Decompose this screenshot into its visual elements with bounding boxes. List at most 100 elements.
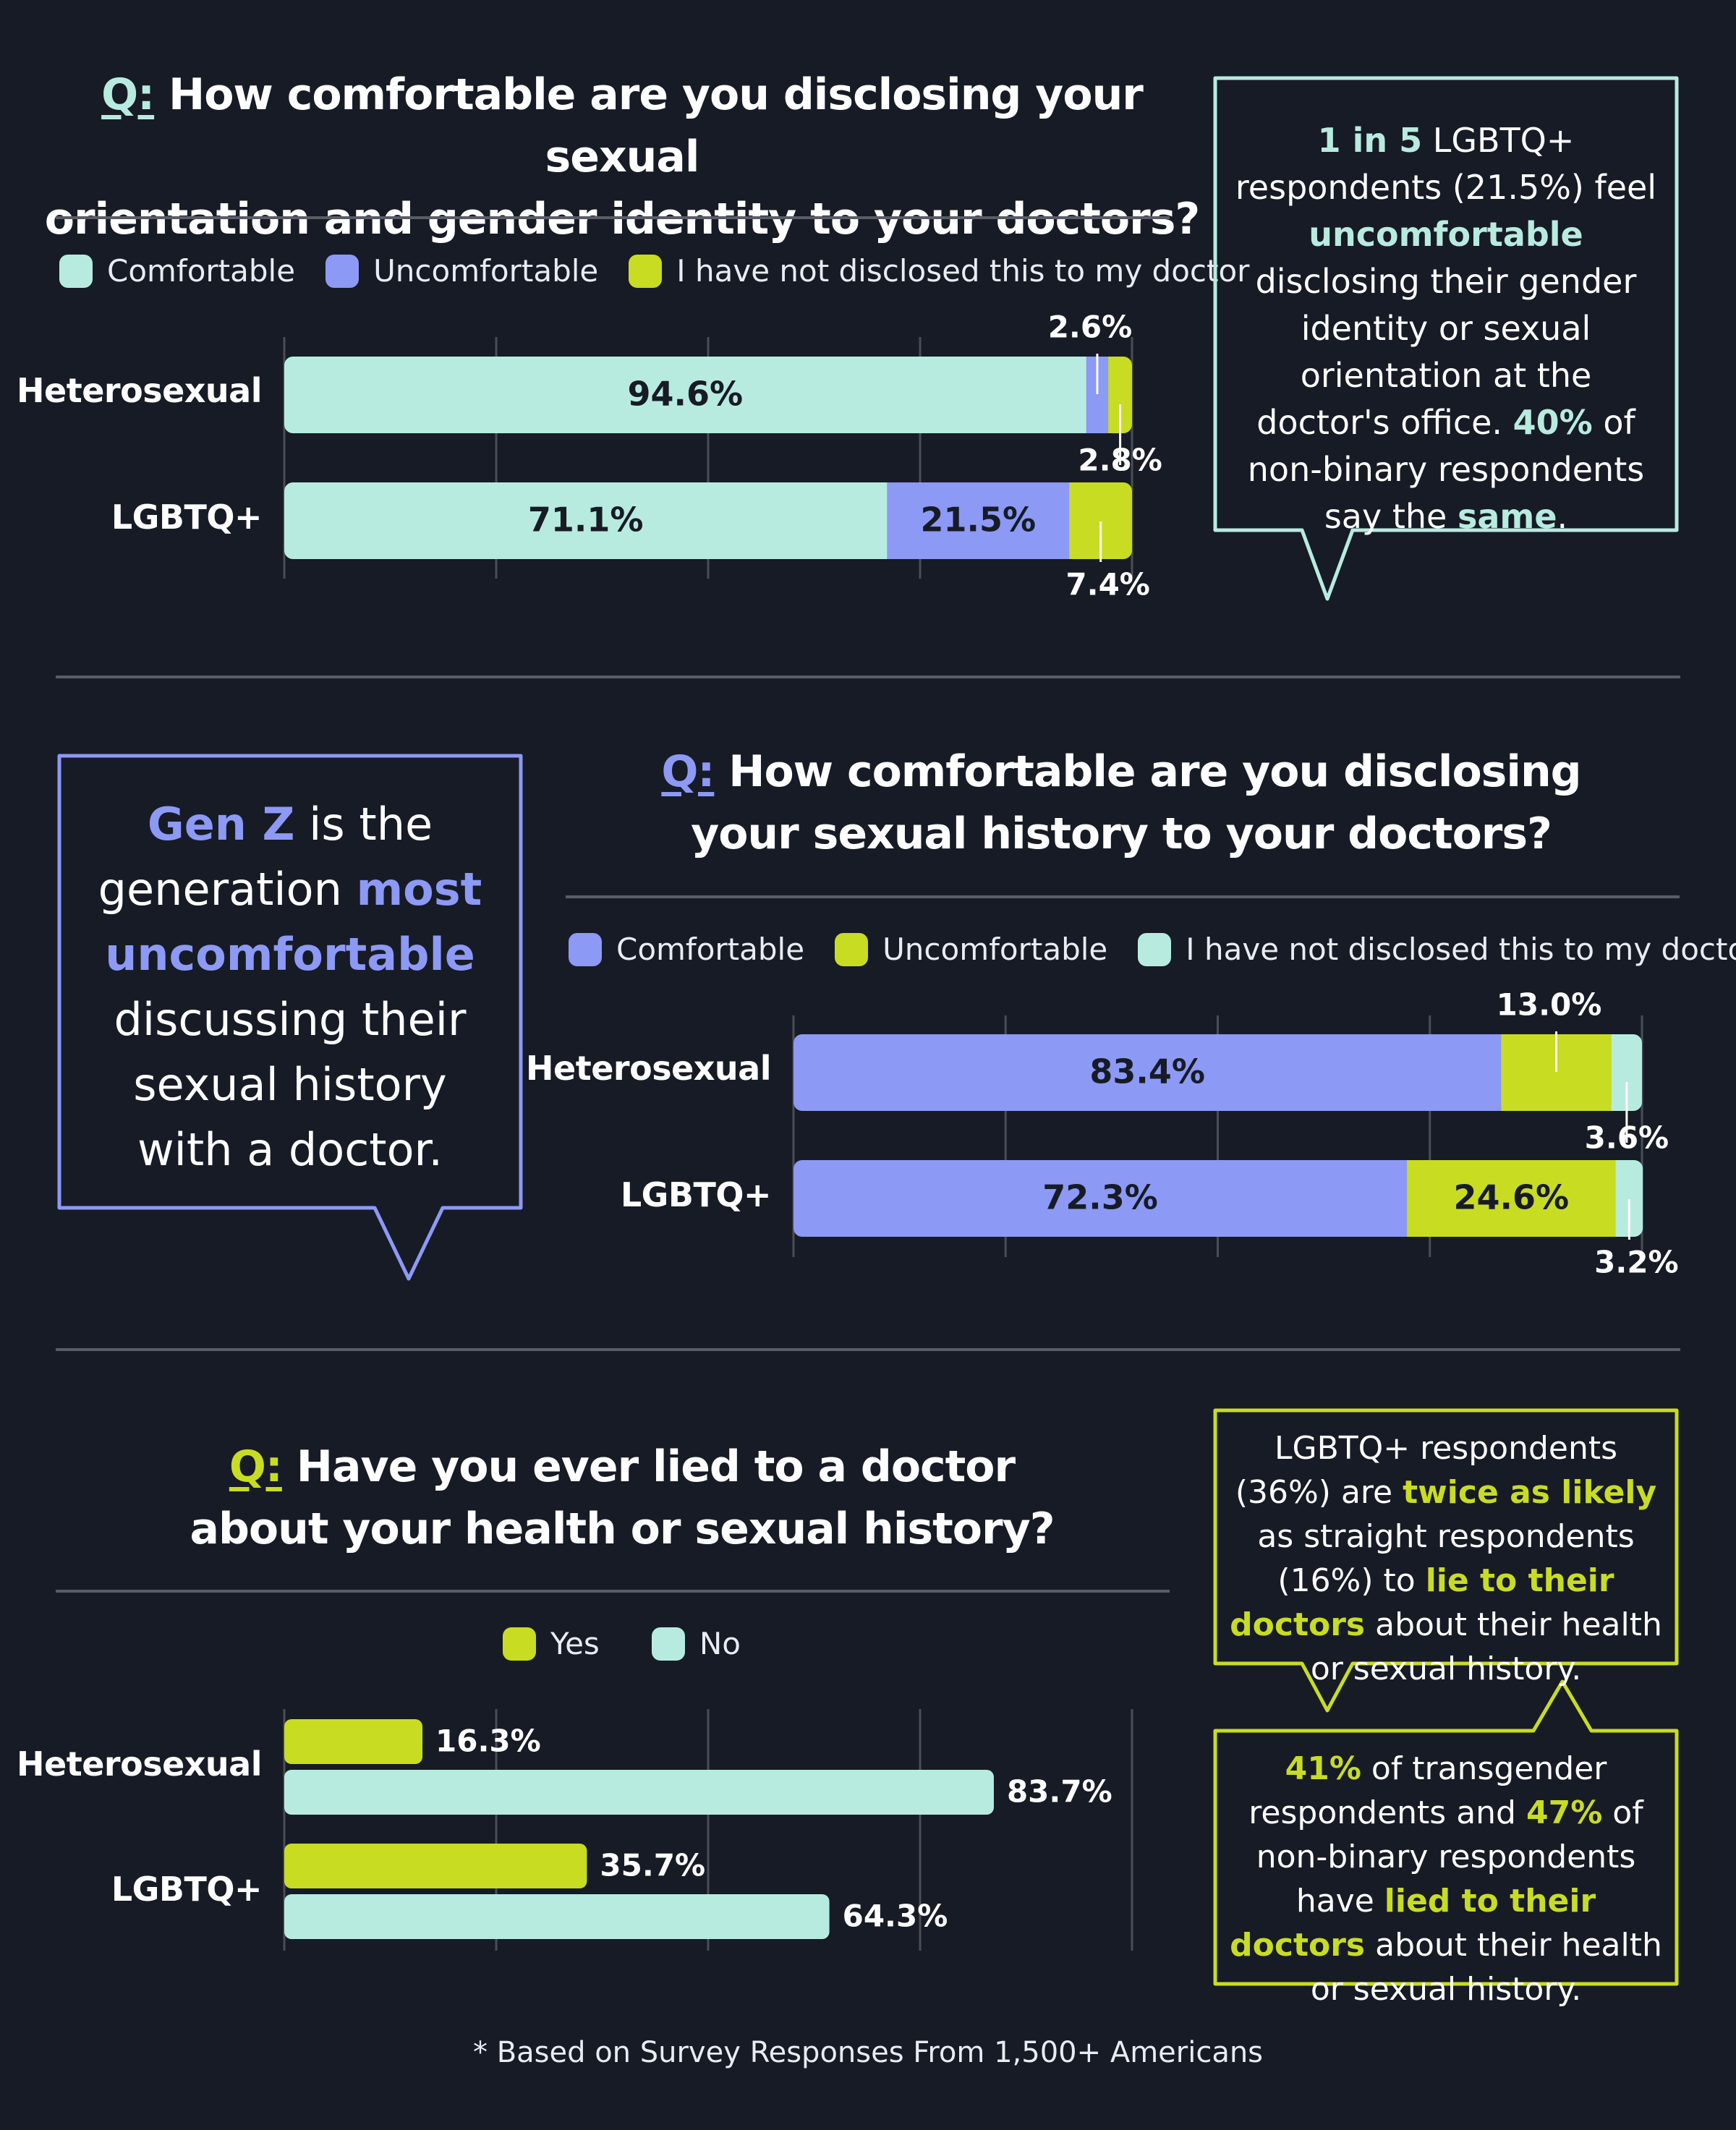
section-divider-1 bbox=[56, 676, 1680, 678]
callout1-highlight: same bbox=[1457, 497, 1557, 536]
legend-swatch bbox=[326, 254, 359, 288]
callout3-highlight: twice as likely bbox=[1403, 1474, 1657, 1511]
chart1-data-label: 7.4% bbox=[1065, 567, 1149, 602]
chart2-data-label: 83.4% bbox=[1089, 1052, 1205, 1091]
legend-swatch bbox=[503, 1627, 536, 1661]
callout2-highlight: most uncomfortable bbox=[105, 863, 482, 981]
section1-title-line2: orientation and gender identity to your … bbox=[44, 194, 1200, 244]
chart2-bar-segment bbox=[793, 1034, 1502, 1111]
legend-label: Comfortable bbox=[107, 253, 296, 289]
callout3-highlight: lied to their doctors bbox=[1230, 1883, 1596, 1964]
legend-label: I have not disclosed this to my doctor bbox=[676, 253, 1250, 289]
callout1-highlight: uncomfortable bbox=[1309, 215, 1583, 254]
chart1-bar-segment bbox=[284, 357, 1087, 433]
section2-title-line2: your sexual history to your doctors? bbox=[691, 809, 1552, 859]
chart3-data-label: 16.3% bbox=[435, 1724, 541, 1759]
callout1-text-part: LGBTQ+ respondents (21.5%) feel bbox=[1235, 121, 1657, 207]
chart2-data-label: 72.3% bbox=[1042, 1178, 1158, 1217]
legend-swatch bbox=[59, 254, 93, 288]
section2-q-mark: Q: bbox=[661, 746, 715, 797]
callout3-bottom-text: 41% of transgender respondents and 47% o… bbox=[1230, 1747, 1662, 2011]
chart2-data-label: 13.0% bbox=[1497, 987, 1602, 1023]
footnote: * Based on Survey Responses From 1,500+ … bbox=[472, 2036, 1264, 2069]
callout1-text-part: of non-binary respondents say the bbox=[1247, 403, 1645, 536]
chart2-row-1 bbox=[793, 1160, 1643, 1237]
legend-label: Uncomfortable bbox=[373, 253, 599, 289]
section3-title-line2: about your health or sexual history? bbox=[190, 1504, 1055, 1554]
callout3-highlight: 41% bbox=[1285, 1750, 1361, 1787]
callout2-highlight: Gen Z bbox=[147, 798, 295, 851]
legend-swatch bbox=[1138, 932, 1172, 966]
callout1-text-part: . bbox=[1557, 497, 1568, 536]
legend-swatch bbox=[835, 932, 869, 966]
legend-label: Yes bbox=[550, 1626, 600, 1661]
legend-swatch bbox=[569, 932, 602, 966]
chart3-data-label: 83.7% bbox=[1007, 1774, 1112, 1810]
callout3-text-part: about their health or sexual history. bbox=[1310, 1927, 1662, 2008]
section3-title: Q: Have you ever lied to a doctor about … bbox=[43, 1436, 1201, 1560]
chart1-bar-segment bbox=[887, 482, 1070, 559]
chart2-data-label: 24.6% bbox=[1454, 1178, 1570, 1217]
legend-label: Comfortable bbox=[616, 932, 805, 967]
chart3-data-label: 64.3% bbox=[843, 1899, 948, 1934]
section2-legend: Comfortable Uncomfortable I have not dis… bbox=[569, 932, 1736, 967]
section1-title: Q: How comfortable are you disclosing yo… bbox=[43, 64, 1201, 250]
legend-swatch bbox=[651, 1627, 685, 1661]
callout1-text-part: disclosing their gender identity or sexu… bbox=[1255, 262, 1637, 442]
legend-label: No bbox=[699, 1626, 741, 1661]
callout2-text-part: discussing their sexual history with a d… bbox=[114, 993, 467, 1176]
chart1-data-label: 71.1% bbox=[528, 500, 644, 540]
legend-item-no: No bbox=[651, 1626, 741, 1661]
chart2-row-label-heterosexual: Heterosexual bbox=[526, 1049, 771, 1088]
chart1-data-label: 94.6% bbox=[628, 375, 744, 414]
chart2-row-label-lgbtq: LGBTQ+ bbox=[620, 1175, 772, 1214]
chart1-row-0 bbox=[284, 357, 1132, 433]
chart2-data-label: 3.6% bbox=[1585, 1120, 1669, 1156]
callout2-text-part: is the generation bbox=[98, 798, 433, 916]
section1-title-rule bbox=[56, 216, 1170, 219]
legend-item-not-disclosed: I have not disclosed this to my doctor bbox=[1138, 932, 1736, 967]
legend-label: I have not disclosed this to my doctor bbox=[1186, 932, 1736, 967]
chart2-bar-segment bbox=[793, 1160, 1408, 1237]
section3-legend: Yes No bbox=[503, 1626, 741, 1661]
chart1-bar-segment bbox=[284, 482, 888, 559]
section3-q-mark: Q: bbox=[229, 1441, 283, 1492]
section3-title-line1: Have you ever lied to a doctor bbox=[296, 1441, 1016, 1492]
chart1-row-1 bbox=[284, 482, 1132, 559]
chart2-bar-segment bbox=[1407, 1160, 1617, 1237]
chart1-data-label: 2.8% bbox=[1078, 443, 1162, 478]
section3-title-rule bbox=[56, 1590, 1170, 1593]
section2-title-line1: How comfortable are you disclosing bbox=[728, 746, 1581, 797]
chart3-data-label: 35.7% bbox=[600, 1848, 705, 1883]
chart3-bar bbox=[284, 1719, 423, 1764]
chart1-row-label-lgbtq: LGBTQ+ bbox=[111, 498, 263, 537]
legend-item-comfortable: Comfortable bbox=[569, 932, 804, 967]
chart1-data-label: 21.5% bbox=[920, 500, 1036, 540]
legend-item-comfortable: Comfortable bbox=[59, 253, 295, 289]
chart1-data-label: 2.6% bbox=[1048, 310, 1132, 345]
chart3-bar bbox=[284, 1770, 994, 1815]
callout1-highlight: 1 in 5 bbox=[1317, 121, 1423, 160]
callout1-highlight: 40% bbox=[1512, 403, 1593, 442]
chart3-bar bbox=[284, 1844, 587, 1888]
chart3-bar bbox=[284, 1894, 830, 1939]
callout3-top-text: LGBTQ+ respondents (36%) are twice as li… bbox=[1230, 1426, 1662, 1691]
section1-q-mark: Q: bbox=[101, 69, 155, 120]
legend-label: Uncomfortable bbox=[882, 932, 1108, 967]
callout3-text-part: as straight respondents (16%) to bbox=[1257, 1518, 1635, 1599]
section2-title-rule bbox=[566, 895, 1680, 898]
section-divider-2 bbox=[56, 1348, 1680, 1351]
callout3-text-part: LGBTQ+ respondents (36%) are bbox=[1235, 1430, 1618, 1511]
callout3-text-part: about their health or sexual history. bbox=[1310, 1606, 1662, 1687]
legend-item-uncomfortable: Uncomfortable bbox=[326, 253, 598, 289]
chart3-row-label-lgbtq: LGBTQ+ bbox=[111, 1870, 263, 1909]
legend-item-not-disclosed: I have not disclosed this to my doctor bbox=[629, 253, 1249, 289]
callout3-text-part: of transgender respondents and bbox=[1248, 1750, 1607, 1831]
chart3-row-label-heterosexual: Heterosexual bbox=[17, 1745, 262, 1784]
